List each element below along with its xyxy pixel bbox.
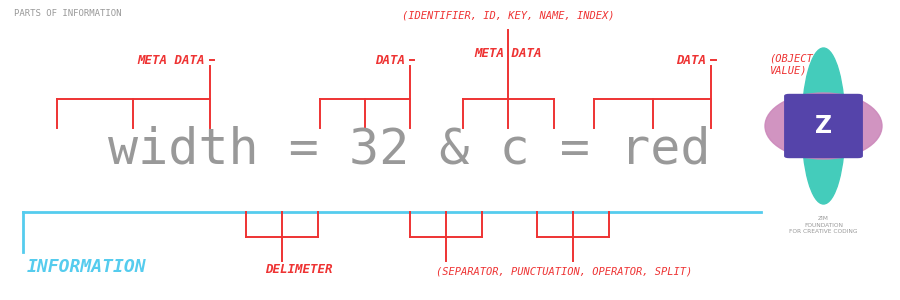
FancyBboxPatch shape	[785, 94, 862, 158]
Text: DATA: DATA	[677, 53, 706, 67]
Text: DELIMETER: DELIMETER	[266, 263, 333, 276]
Ellipse shape	[765, 93, 882, 159]
Text: width = 32 & c = red: width = 32 & c = red	[108, 126, 711, 174]
Text: META DATA: META DATA	[475, 47, 542, 60]
Text: META DATA: META DATA	[138, 53, 205, 67]
Text: ZIM
FOUNDATION
FOR CREATIVE CODING: ZIM FOUNDATION FOR CREATIVE CODING	[789, 216, 858, 234]
Text: (SEPARATOR, PUNCTUATION, OPERATOR, SPLIT): (SEPARATOR, PUNCTUATION, OPERATOR, SPLIT…	[436, 266, 693, 276]
Text: (IDENTIFIER, ID, KEY, NAME, INDEX): (IDENTIFIER, ID, KEY, NAME, INDEX)	[402, 11, 615, 21]
Text: Z: Z	[814, 114, 832, 138]
Text: INFORMATION: INFORMATION	[27, 258, 147, 276]
Text: DATA: DATA	[375, 53, 405, 67]
Text: PARTS OF INFORMATION: PARTS OF INFORMATION	[14, 9, 121, 18]
Text: (OBJECT,
VALUE): (OBJECT, VALUE)	[770, 54, 820, 76]
Ellipse shape	[802, 48, 845, 204]
